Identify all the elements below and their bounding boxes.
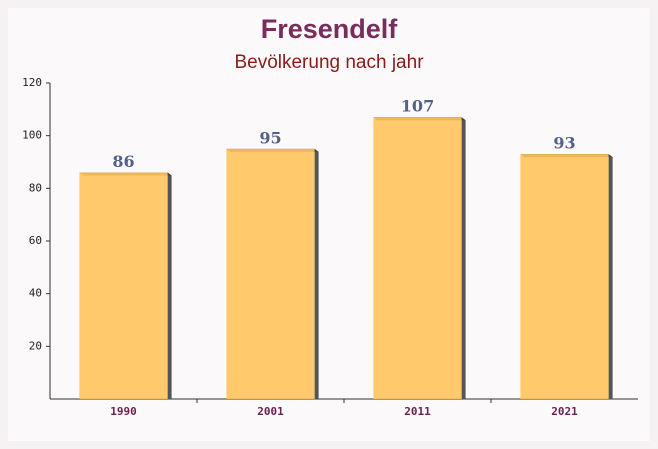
bar — [520, 154, 609, 399]
bar-shadow — [314, 148, 319, 399]
bar — [79, 172, 168, 399]
y-tick-label: 60 — [29, 234, 42, 247]
bar-shadow — [461, 117, 466, 399]
x-tick-label: 2011 — [404, 405, 431, 418]
chart-title: Fresendelf — [261, 14, 399, 44]
bar — [373, 117, 462, 399]
y-tick-label: 80 — [29, 181, 42, 194]
bar-shadow — [167, 172, 172, 399]
y-tick-label: 40 — [29, 287, 42, 300]
bar-shadow — [608, 154, 613, 399]
chart-subtitle: Bevölkerung nach jahr — [234, 52, 424, 73]
value-label: 107 — [401, 97, 434, 116]
y-tick-label: 20 — [29, 339, 42, 352]
x-tick-label: 2001 — [257, 405, 284, 418]
bar — [226, 148, 315, 399]
value-label: 93 — [553, 134, 575, 153]
value-label: 86 — [112, 152, 134, 171]
x-tick-label: 1990 — [110, 405, 137, 418]
x-tick-label: 2021 — [551, 405, 578, 418]
value-label: 95 — [259, 128, 281, 147]
y-tick-label: 120 — [22, 76, 42, 89]
y-tick-label: 100 — [22, 129, 42, 142]
